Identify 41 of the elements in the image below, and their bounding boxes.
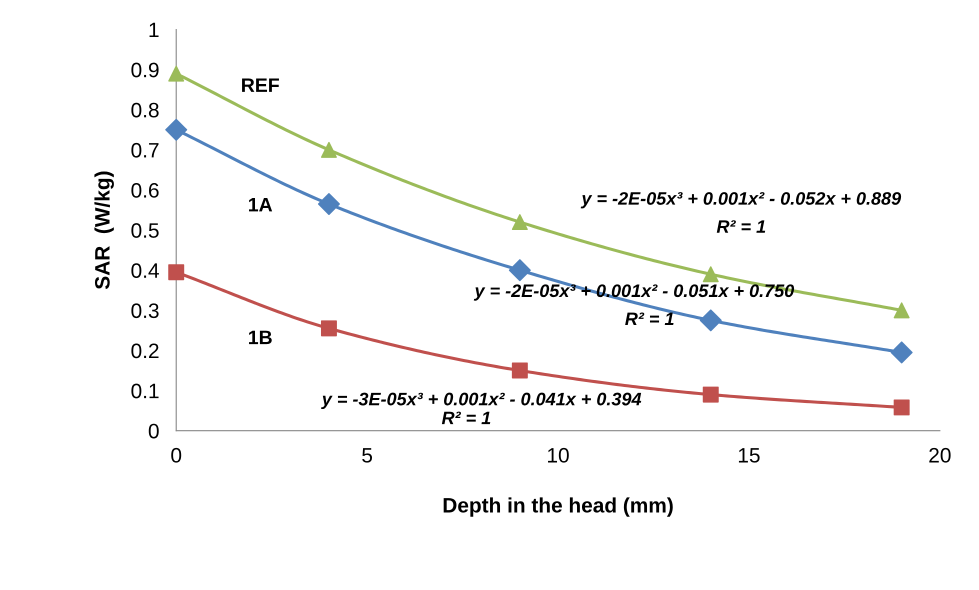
x-tick-label: 15 <box>738 448 760 463</box>
annotation: R² = 1 <box>625 312 674 326</box>
y-tick-label: 0.9 <box>131 62 159 78</box>
series-label: REF <box>242 78 279 92</box>
y-tick-label: 0.8 <box>131 102 159 118</box>
point <box>512 214 528 230</box>
point <box>700 309 722 332</box>
y-tick-label: 0.4 <box>131 263 159 278</box>
y-tick-label: 0.6 <box>131 182 159 198</box>
point <box>702 386 719 403</box>
series-label: 1B <box>249 330 272 344</box>
x-tick-label: 20 <box>929 448 951 463</box>
y-axis-title: SAR (W/kg) <box>94 172 114 290</box>
point <box>165 118 188 141</box>
point <box>320 320 337 336</box>
point <box>894 399 910 416</box>
series-label: 1A <box>249 198 272 212</box>
y-tick-label: 0.2 <box>131 343 159 358</box>
point <box>318 193 340 216</box>
point <box>702 266 719 282</box>
point <box>168 264 184 280</box>
x-axis-title: Depth in the head (mm) <box>444 497 673 517</box>
y-tick-label: 0 <box>148 424 159 438</box>
point <box>894 302 910 318</box>
annotation: y = -2E-05x³ + 0.001x² - 0.052x + 0.889 <box>580 192 902 208</box>
x-tick-label: 10 <box>548 448 569 463</box>
y-tick-label: 0.3 <box>131 303 159 318</box>
y-tick-label: 0.5 <box>131 223 159 238</box>
point <box>320 142 337 158</box>
point <box>168 66 184 82</box>
annotation: R² = 1 <box>716 220 766 233</box>
point <box>890 341 913 364</box>
annotation: y = -3E-05x³ + 0.001x² - 0.041x + 0.394 <box>321 392 642 410</box>
point <box>512 362 528 378</box>
x-tick-label: 0 <box>171 448 182 463</box>
annotation: R² = 1 <box>442 412 490 424</box>
x-tick-label: 5 <box>362 448 372 463</box>
point <box>508 259 531 282</box>
y-tick-label: 1 <box>150 22 159 38</box>
y-tick-label: 0.7 <box>131 142 159 158</box>
y-tick-label: 0.1 <box>131 384 159 398</box>
